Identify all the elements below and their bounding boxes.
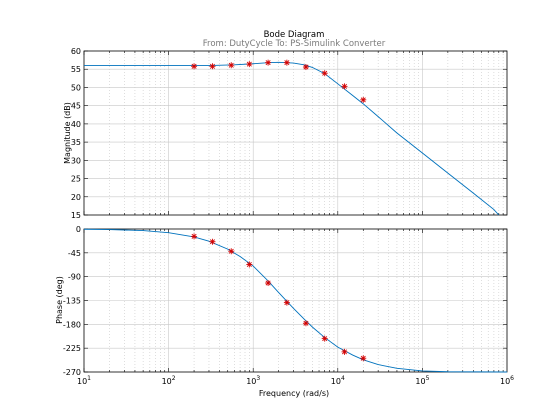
chart-subtitle: From: DutyCycle To: PS-Simulink Converte… [203, 39, 386, 49]
magnitude-measured-point [341, 83, 348, 90]
phase-y-tick-label: -45 [68, 249, 81, 258]
x-tick-label: 103 [246, 375, 260, 386]
magnitude-y-axis-label: Magnitude (dB) [63, 102, 72, 164]
magnitude-measured-point [265, 59, 272, 66]
magnitude-measured-point [302, 64, 309, 71]
phase-measured-point [321, 335, 328, 342]
magnitude-y-ticks: 15 20 25 30 35 40 45 50 55 60 [71, 47, 81, 220]
phase-y-tick-label: -180 [63, 320, 81, 329]
phase-y-tick-label: -270 [63, 368, 81, 377]
phase-measured-point [209, 238, 216, 245]
phase-measured-points [191, 233, 367, 362]
magnitude-plot: 15 20 25 30 35 40 45 50 55 60 Magnitude (dB) [63, 47, 508, 220]
phase-measured-point [191, 233, 198, 240]
x-tick-label: 102 [162, 375, 176, 386]
magnitude-measured-point [360, 96, 367, 103]
magnitude-y-tick-label: 20 [71, 193, 81, 202]
phase-measured-point [283, 299, 290, 306]
magnitude-measured-point [191, 63, 198, 70]
phase-y-tick-label: -90 [68, 273, 81, 282]
magnitude-y-tick-label: 55 [71, 65, 81, 74]
magnitude-y-tick-label: 40 [71, 120, 81, 129]
magnitude-y-tick-label: 50 [71, 83, 81, 92]
magnitude-y-tick-label: 35 [71, 138, 81, 147]
phase-measured-point [302, 320, 309, 327]
magnitude-measured-point [228, 62, 235, 69]
magnitude-y-tick-label: 15 [71, 211, 81, 220]
magnitude-y-tick-label: 60 [71, 47, 81, 56]
x-tick-label: 101 [77, 375, 91, 386]
x-tick-label: 106 [500, 375, 514, 386]
chart-title: Bode Diagram [264, 30, 325, 40]
magnitude-measured-point [283, 59, 290, 66]
phase-plot: 0 -45 -90 -135 -180 -225 -270 Phase (deg) [55, 225, 508, 377]
phase-measured-point [228, 248, 235, 255]
magnitude-y-tick-label: 45 [71, 102, 81, 111]
phase-y-tick-label: 0 [76, 225, 81, 234]
magnitude-measured-point [209, 63, 216, 70]
phase-model-curve [83, 228, 508, 373]
phase-measured-point [265, 280, 272, 287]
magnitude-axes-frame [83, 50, 508, 216]
phase-y-tick-label: -135 [63, 297, 81, 306]
magnitude-grid [83, 50, 507, 216]
x-tick-label: 105 [415, 375, 429, 386]
phase-y-axis-label: Phase (deg) [55, 276, 64, 324]
frequency-x-ticks: 101 102 103 104 105 106 [77, 375, 514, 386]
magnitude-y-tick-label: 25 [71, 175, 81, 184]
magnitude-y-tick-label: 30 [71, 156, 81, 165]
phase-measured-point [246, 261, 253, 268]
phase-y-tick-label: -225 [63, 344, 81, 353]
phase-measured-point [360, 355, 367, 362]
magnitude-measured-point [246, 61, 253, 68]
phase-measured-point [341, 348, 348, 355]
magnitude-measured-point [321, 70, 328, 77]
x-tick-label: 104 [331, 375, 345, 386]
magnitude-measured-points [191, 59, 367, 103]
phase-grid [83, 228, 507, 373]
phase-y-ticks: 0 -45 -90 -135 -180 -225 -270 [63, 225, 81, 377]
x-axis-label: Frequency (rad/s) [259, 389, 329, 398]
